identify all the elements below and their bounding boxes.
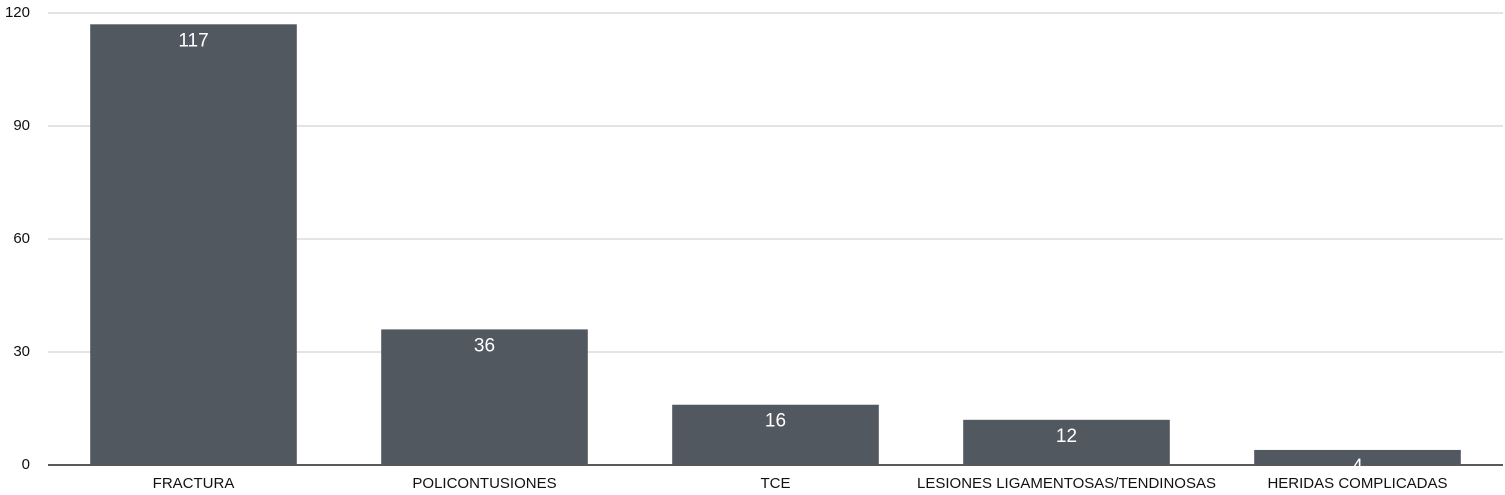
- x-tick-label: FRACTURA: [153, 475, 235, 492]
- x-tick-label: LESIONES LIGAMENTOSAS/TENDINOSAS: [917, 475, 1216, 492]
- data-label: 117: [178, 30, 208, 51]
- data-label: 16: [765, 411, 786, 432]
- bar: [1254, 449, 1461, 465]
- data-label: 12: [1056, 426, 1077, 447]
- data-label: 4: [1352, 456, 1363, 477]
- x-tick-label: TCE: [761, 475, 791, 492]
- x-tick-label: POLICONTUSIONES: [412, 475, 556, 492]
- data-label: 36: [474, 335, 495, 356]
- bar: [381, 329, 588, 465]
- bar: [90, 24, 297, 466]
- x-tick-label: HERIDAS COMPLICADAS: [1267, 475, 1447, 492]
- bar: [963, 419, 1170, 465]
- bar: [672, 404, 879, 465]
- y-tick-label: 90: [13, 117, 30, 134]
- y-tick-label: 120: [5, 4, 30, 21]
- y-tick-label: 0: [22, 456, 30, 473]
- y-tick-label: 30: [13, 343, 30, 360]
- y-tick-label: 60: [13, 230, 30, 247]
